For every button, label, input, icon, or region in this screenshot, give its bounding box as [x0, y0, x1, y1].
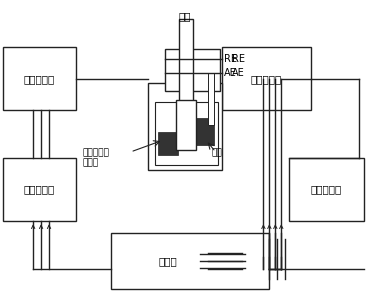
Bar [208, 73, 214, 125]
Text: AE: AE [224, 68, 237, 78]
Text: AE: AE [231, 68, 244, 78]
Text: 双恒电位仪: 双恒电位仪 [251, 74, 282, 84]
Text: 含有中介体
的溶液: 含有中介体 的溶液 [83, 148, 110, 168]
Bar [222, 47, 311, 110]
Bar [158, 132, 178, 155]
Bar [155, 102, 218, 165]
Bar [165, 49, 220, 91]
Bar [196, 118, 214, 145]
Bar [289, 158, 364, 221]
Bar [179, 19, 193, 109]
Text: 探头: 探头 [179, 11, 191, 21]
Text: 压电控制仪: 压电控制仪 [24, 185, 55, 195]
Bar [176, 101, 196, 150]
Text: RE: RE [224, 54, 237, 64]
Text: 基底: 基底 [212, 148, 223, 157]
Text: 压电位置仪: 压电位置仪 [24, 74, 55, 84]
Text: 电位编程器: 电位编程器 [311, 185, 342, 195]
Bar [110, 233, 269, 289]
Bar [3, 158, 76, 221]
Bar [3, 47, 76, 110]
Bar [148, 83, 222, 170]
Text: 计算机: 计算机 [159, 256, 177, 266]
Text: RE: RE [231, 54, 245, 64]
